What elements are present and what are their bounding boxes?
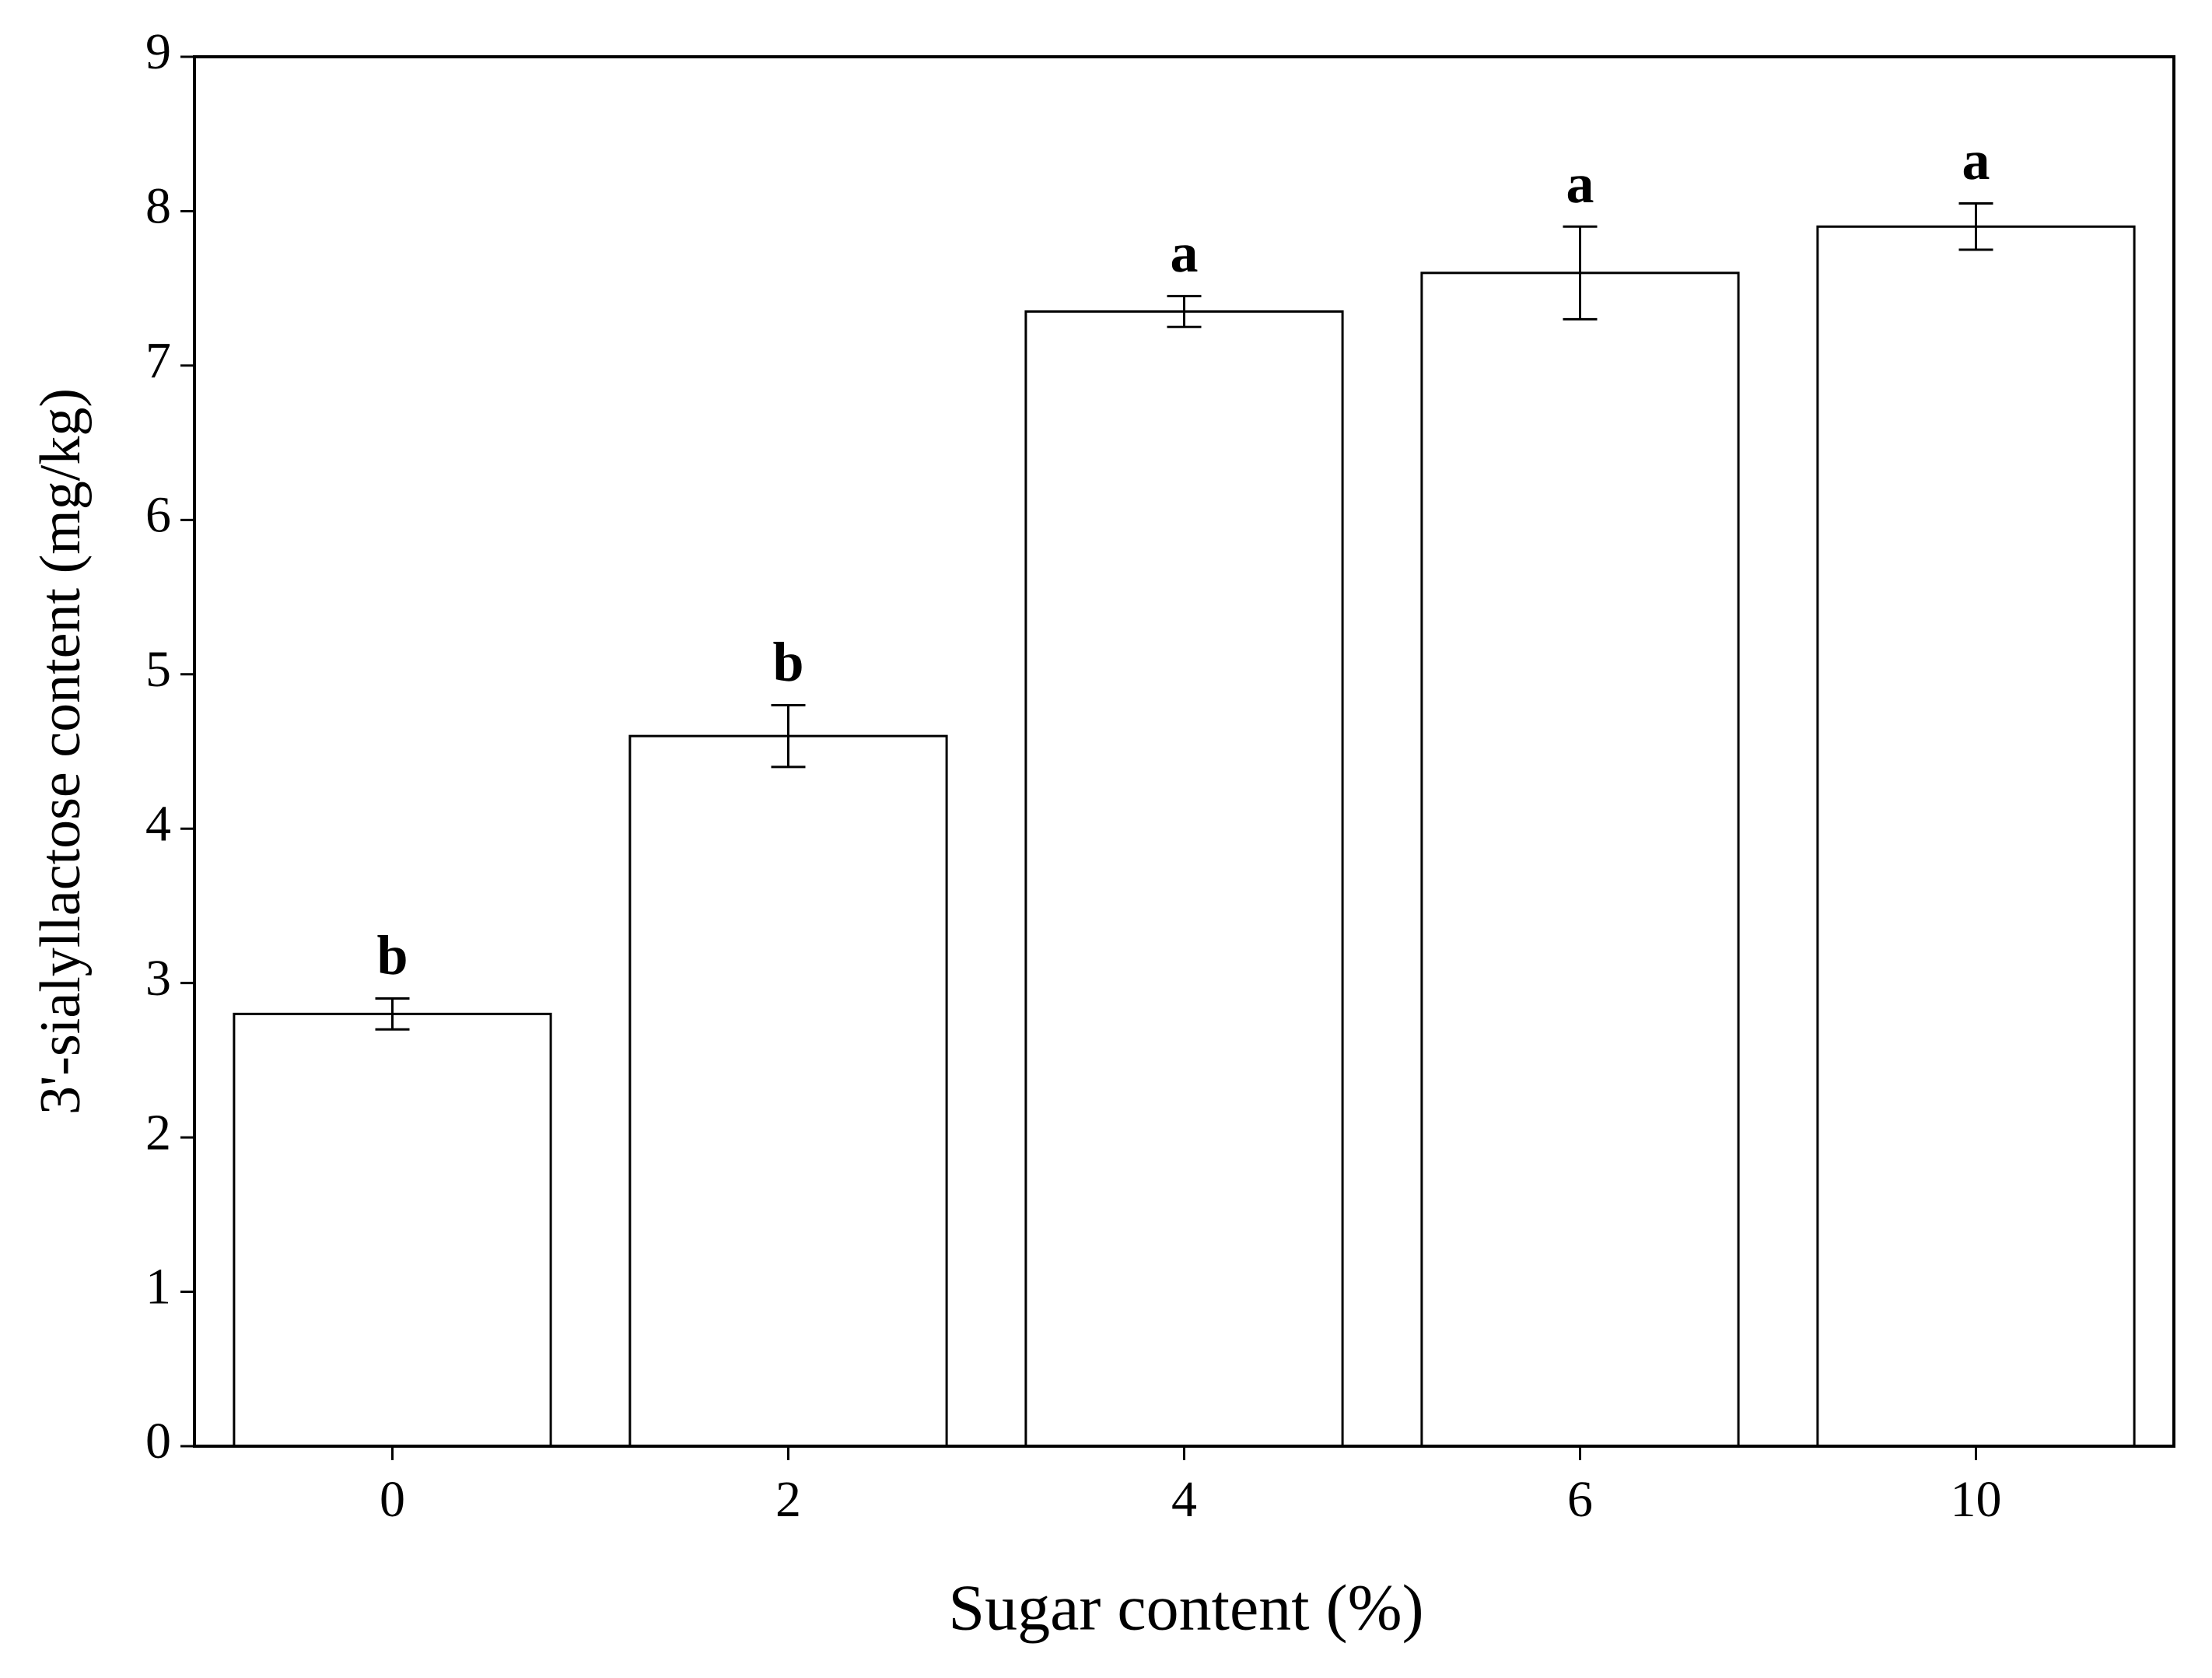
- y-tick-label: 1: [145, 1259, 171, 1315]
- y-tick-label: 9: [145, 23, 171, 80]
- y-tick-label: 6: [145, 486, 171, 543]
- bar: [1816, 225, 2136, 1448]
- annotation: b: [772, 631, 803, 693]
- x-tick-label: 10: [1951, 1471, 2002, 1528]
- bar: [1024, 310, 1344, 1448]
- x-tick-label: 6: [1567, 1471, 1593, 1528]
- y-tick-label: 4: [145, 795, 171, 852]
- y-tick-label: 7: [145, 332, 171, 389]
- y-tick-label: 3: [145, 950, 171, 1007]
- y-tick-label: 0: [145, 1413, 171, 1470]
- y-tick-label: 2: [145, 1104, 171, 1161]
- y-axis-title: 3'-sialyllactose content (mg/kg): [29, 388, 93, 1115]
- plot-frame: [193, 55, 2175, 1448]
- x-tick-label: 0: [380, 1471, 405, 1528]
- annotation: a: [1171, 222, 1199, 284]
- annotation: a: [1962, 129, 1990, 191]
- annotation: b: [376, 924, 408, 986]
- y-tick-label: 8: [145, 178, 171, 235]
- x-tick-label: 2: [775, 1471, 801, 1528]
- y-tick-label: 5: [145, 641, 171, 698]
- bar: [628, 734, 948, 1448]
- annotation: a: [1566, 152, 1594, 215]
- bar: [1420, 271, 1740, 1448]
- x-axis-title: Sugar content (%): [948, 1571, 1423, 1644]
- bar: [233, 1012, 552, 1448]
- x-tick-label: 4: [1171, 1471, 1197, 1528]
